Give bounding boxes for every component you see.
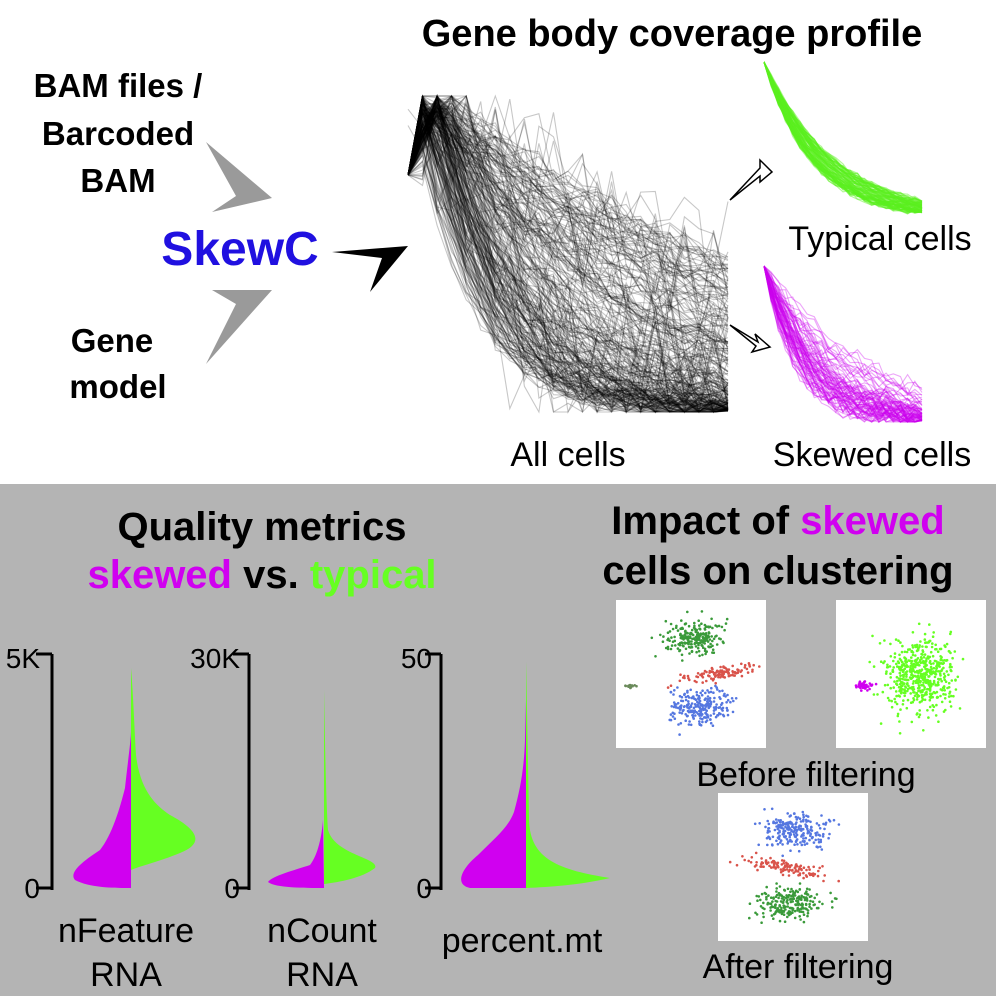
nfeature-label-line2: RNA <box>90 956 162 994</box>
arrow-gene-to-skewc <box>206 290 272 364</box>
violin-panel-ncount: 30K 0 nCount RNA <box>190 643 377 994</box>
typical-cells-coverage-plot <box>763 61 923 215</box>
input-gene-line1: Gene <box>71 322 154 359</box>
all-cells-label: All cells <box>510 436 625 474</box>
arrow-skewc-to-plot <box>332 246 408 292</box>
quality-subtitle-typical: typical <box>310 553 437 597</box>
after-filtering-label: After filtering <box>703 948 894 986</box>
skewed-cells-label: Skewed cells <box>773 436 971 474</box>
ncount-label-line2: RNA <box>286 956 358 994</box>
percent-mt-label: percent.mt <box>442 922 603 960</box>
quality-subtitle-skewed: skewed <box>87 553 232 597</box>
percent-mt-top-tick: 50 <box>401 643 432 674</box>
nfeature-zero-tick: 0 <box>24 873 40 904</box>
input-bam-line1: BAM files / <box>34 67 203 104</box>
quality-subtitle-vs: vs. <box>232 553 310 597</box>
skewc-tool-label: SkewC <box>161 223 318 276</box>
scatter-before-clustered <box>624 610 761 736</box>
typical-cells-label: Typical cells <box>788 220 971 258</box>
clustering-title-prefix: Impact of <box>611 499 800 543</box>
ncount-top-tick: 30K <box>190 643 240 674</box>
skewed-cells-coverage-plot <box>763 265 923 424</box>
input-bam-line3: BAM <box>80 162 155 199</box>
nfeature-top-tick: 5K <box>6 643 41 674</box>
clustering-title-line1: Impact of skewed <box>611 499 944 543</box>
violin-panel-percent-mt: 50 0 percent.mt <box>401 643 610 960</box>
scatter-before-clustered-frame <box>616 600 766 748</box>
scatter-before-highlighted <box>854 622 965 735</box>
nfeature-label-line1: nFeature <box>58 912 194 950</box>
all-cells-coverage-plot <box>407 93 729 415</box>
input-bam-line2: Barcoded <box>42 115 194 152</box>
clustering-title-line2: cells on clustering <box>602 549 953 593</box>
before-filtering-label: Before filtering <box>696 756 915 794</box>
input-gene-line2: model <box>69 368 166 405</box>
arrow-to-skewed <box>729 324 772 354</box>
clustering-title-skewed: skewed <box>800 499 945 543</box>
quality-title: Quality metrics <box>117 505 406 549</box>
ncount-zero-tick: 0 <box>224 873 240 904</box>
quality-subtitle: skewed vs. typical <box>87 553 436 597</box>
percent-mt-zero-tick: 0 <box>416 873 432 904</box>
scatter-after-filtering <box>728 807 841 924</box>
violin-panel-nfeature: 5K 0 nFeature RNA <box>6 643 196 994</box>
arrow-bam-to-skewc <box>206 142 272 212</box>
arrow-to-typical <box>729 158 774 201</box>
coverage-title: Gene body coverage profile <box>422 13 922 55</box>
ncount-label-line1: nCount <box>267 912 377 950</box>
scatter-after-frame <box>718 793 868 941</box>
